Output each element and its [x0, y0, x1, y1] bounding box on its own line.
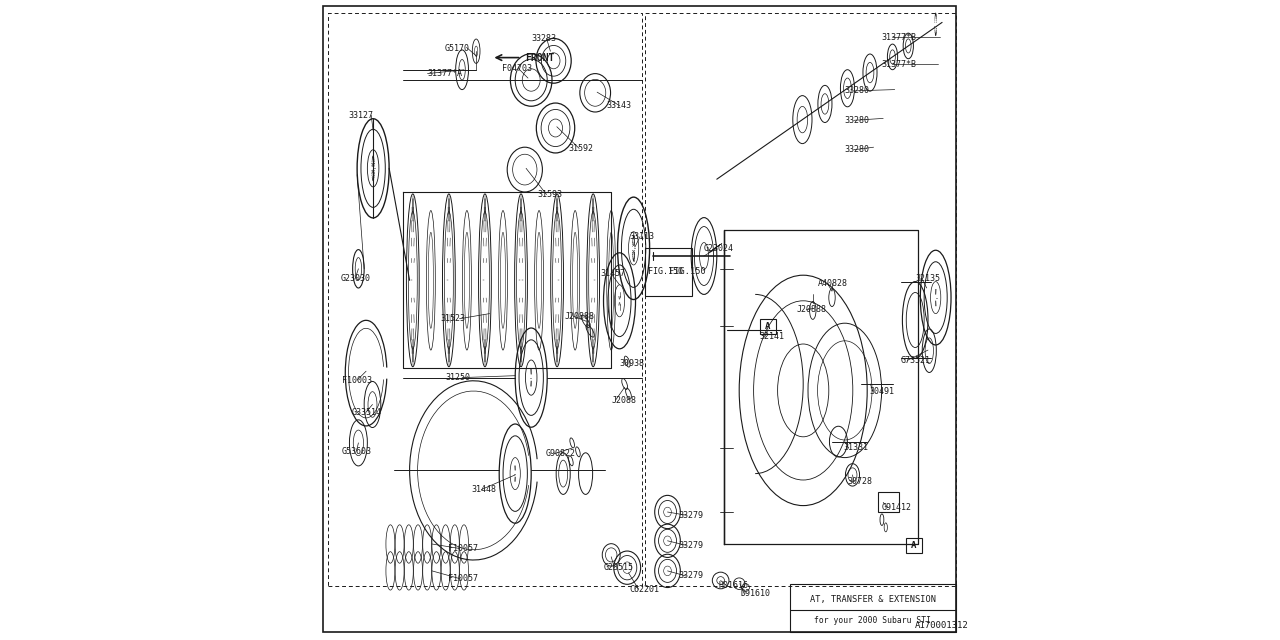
- Text: A170001312: A170001312: [915, 621, 969, 630]
- Text: G73521: G73521: [901, 356, 931, 365]
- Text: C62201: C62201: [630, 585, 659, 594]
- Text: G23515: G23515: [604, 563, 634, 572]
- Text: F10003: F10003: [342, 376, 371, 385]
- Text: 33283: 33283: [531, 34, 557, 43]
- Text: 31377*A: 31377*A: [428, 69, 462, 78]
- Text: 33113: 33113: [630, 232, 655, 241]
- Text: J20888: J20888: [796, 305, 827, 314]
- Text: 31250: 31250: [445, 373, 471, 382]
- Text: 31523: 31523: [440, 314, 466, 323]
- Text: FRONT: FRONT: [525, 52, 554, 63]
- Text: G90822: G90822: [545, 449, 575, 458]
- Text: 31377*B: 31377*B: [881, 60, 916, 68]
- Text: F04703: F04703: [502, 64, 532, 73]
- Bar: [791, 584, 955, 632]
- Text: 32135: 32135: [915, 274, 941, 283]
- Bar: [878, 492, 899, 512]
- Text: 33280: 33280: [845, 86, 870, 95]
- Text: 30728: 30728: [847, 477, 873, 486]
- Text: J2088: J2088: [612, 396, 636, 404]
- Text: 31448: 31448: [471, 485, 497, 494]
- Text: G23024: G23024: [704, 244, 733, 253]
- Text: A: A: [765, 322, 771, 331]
- Text: G91412: G91412: [882, 503, 911, 512]
- Text: 33280: 33280: [845, 116, 870, 125]
- Text: 30491: 30491: [869, 387, 895, 396]
- Text: 31592: 31592: [568, 144, 594, 153]
- Text: 31377*B: 31377*B: [881, 33, 916, 42]
- Text: 33280: 33280: [845, 145, 870, 154]
- Text: G23030: G23030: [340, 274, 371, 283]
- Text: F10057: F10057: [448, 544, 477, 553]
- Text: A40828: A40828: [818, 279, 847, 288]
- Text: FIG.150: FIG.150: [668, 267, 705, 276]
- Text: D91610: D91610: [740, 589, 771, 598]
- Text: 32141: 32141: [759, 332, 785, 341]
- Text: G53603: G53603: [342, 447, 371, 456]
- Text: H01616: H01616: [718, 581, 748, 590]
- Text: J20888: J20888: [564, 312, 594, 321]
- Text: F10057: F10057: [448, 574, 477, 583]
- Text: 33127: 33127: [348, 111, 374, 120]
- Text: 33279: 33279: [678, 511, 704, 520]
- Text: AT, TRANSFER & EXTENSION: AT, TRANSFER & EXTENSION: [810, 595, 936, 604]
- Text: 30938: 30938: [620, 359, 645, 368]
- Text: for your 2000 Subaru STI: for your 2000 Subaru STI: [814, 616, 932, 625]
- Text: 33279: 33279: [678, 572, 704, 580]
- Text: G33514: G33514: [351, 408, 381, 417]
- Text: A: A: [911, 541, 916, 550]
- Text: 31457: 31457: [600, 269, 626, 278]
- Bar: [906, 538, 922, 553]
- Text: FIG.150: FIG.150: [648, 267, 682, 276]
- Text: 33279: 33279: [678, 541, 704, 550]
- Bar: [645, 248, 692, 296]
- Text: 33143: 33143: [607, 101, 632, 110]
- Bar: [760, 319, 776, 334]
- Text: 31593: 31593: [538, 190, 563, 199]
- Text: 31331: 31331: [844, 444, 869, 452]
- Text: G5170: G5170: [445, 44, 470, 52]
